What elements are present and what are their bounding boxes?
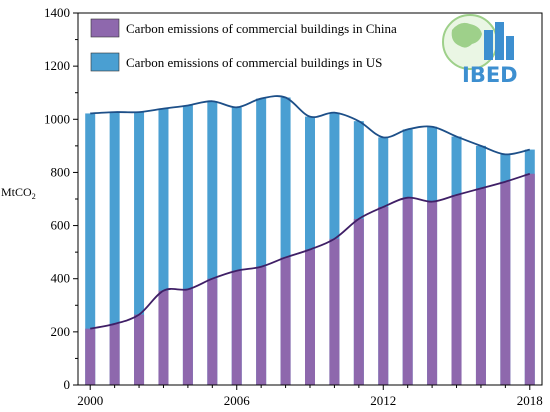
x-tick-label-2000: 2000 [77,393,103,408]
y-tick-label-1400: 1400 [44,5,70,20]
bar-china-2016 [475,188,486,385]
legend: Carbon emissions of commercial buildings… [90,18,397,72]
bar-us-2000 [85,113,96,385]
bar-china-2013 [402,197,413,385]
bar-china-2007 [256,266,267,385]
y-tick-label-200: 200 [51,324,71,339]
legend-label-china: Carbon emissions of commercial buildings… [126,21,397,36]
y-tick-label-800: 800 [51,164,71,179]
map-shape-icon [451,22,482,48]
y-tick-label-0: 0 [64,377,71,392]
bar-china-2014 [427,201,438,385]
y-tick-label-600: 600 [51,218,71,233]
bar-layer [85,97,535,386]
bar-us-2001 [109,112,120,386]
bar-china-2017 [500,181,511,385]
bar-us-2008 [280,97,291,386]
legend-swatch-china [90,18,120,38]
x-tick-label-2018: 2018 [517,393,543,408]
y-tick-label-1200: 1200 [44,58,70,73]
bar-china-2006 [231,270,242,385]
logo-text: IBED [462,63,518,87]
y-tick-label-400: 400 [51,271,71,286]
legend-label-us: Carbon emissions of commercial buildings… [126,55,382,70]
bar-china-2012 [378,206,389,385]
bar-us-2005 [207,101,218,386]
y-axis-label-main: MtCO [1,185,32,199]
y-axis-label: MtCO2 [1,185,36,201]
x-tick-label-2006: 2006 [224,393,251,408]
bar-china-2008 [280,257,291,385]
y-tick-label-1000: 1000 [44,111,70,126]
line-layer [90,95,531,330]
legend-swatch-us [90,52,120,72]
trend-line-us [90,95,530,156]
bar-china-2015 [451,195,462,385]
trend-line-china [90,172,531,330]
ibed-logo: IBED [442,14,518,87]
bar-us-2007 [256,98,267,385]
bar-china-2002 [134,314,145,385]
bar-china-2018 [524,173,535,385]
bar-us-2002 [134,112,145,386]
building-icon [484,22,514,60]
bar-china-2001 [109,323,120,385]
x-tick-label-2012: 2012 [370,393,396,408]
bar-china-2004 [182,289,193,385]
bar-china-2003 [158,290,169,385]
bar-china-2009 [305,249,315,385]
y-axis-label-subscript: 2 [32,192,36,201]
y-axis: 0 200 400 600 800 1000 1200 1400 [44,5,78,392]
bar-us-2006 [231,107,242,385]
bar-us-2004 [182,105,193,386]
bar-us-2003 [158,108,169,386]
bar-china-2011 [353,218,364,385]
bar-china-2000 [85,328,96,385]
bar-china-2005 [207,278,218,385]
bar-china-2010 [329,238,340,385]
x-axis: 2000 2006 2012 2018 [77,385,543,408]
